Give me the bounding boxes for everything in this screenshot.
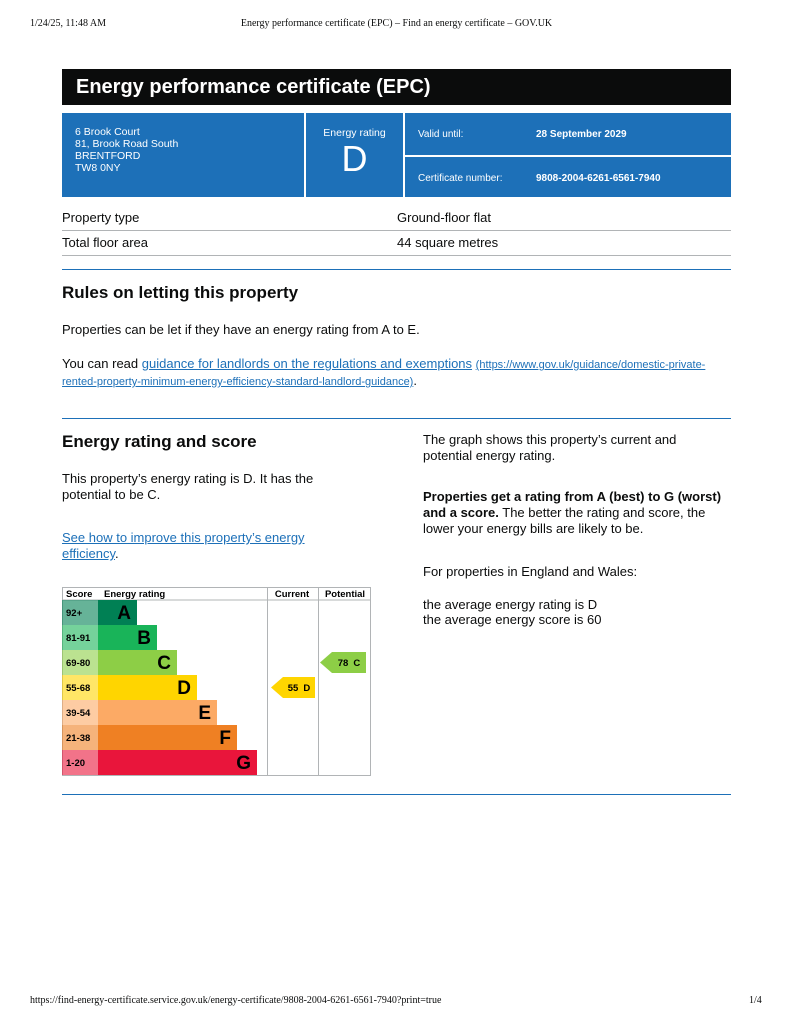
rating-letter: G: [236, 753, 251, 774]
current-rating: D: [303, 683, 310, 694]
paragraph: the average energy rating is D: [423, 597, 598, 612]
score-range: 1-20: [66, 758, 85, 769]
column-header: Current: [275, 589, 310, 600]
paragraph: You can read guidance for landlords on t…: [62, 356, 722, 390]
detail-key: Total floor area: [62, 235, 148, 250]
detail-row: Property type Ground-floor flat: [62, 206, 731, 231]
rating-bar: [98, 625, 157, 650]
address-line: TW8 0NY: [75, 162, 121, 174]
footer-url: https://find-energy-certificate.service.…: [30, 995, 442, 1006]
score-cell: [62, 700, 98, 725]
current-label: 55 D: [288, 683, 311, 694]
column-header: Energy rating: [104, 589, 165, 600]
rating-bar: [98, 725, 237, 750]
score-cell: [62, 650, 98, 675]
certificate-value: 9808-2004-6261-6561-7940: [536, 173, 661, 184]
rating-letter: C: [157, 653, 171, 674]
paragraph: the average energy score is 60: [423, 612, 602, 627]
section-heading: Energy rating and score: [62, 432, 257, 451]
datetime: 1/24/25, 11:48 AM: [30, 18, 107, 29]
detail-row: Total floor area 44 square metres: [62, 231, 731, 256]
address-line: BRENTFORD: [75, 150, 141, 162]
header-title: Energy performance certificate (EPC): [76, 76, 431, 98]
link[interactable]: guidance for landlords on the regulation…: [141, 356, 473, 371]
text: The better the rating and score, the low…: [423, 505, 706, 536]
rating-bar: [98, 675, 197, 700]
divider: [62, 794, 731, 795]
score-range: 55-68: [66, 683, 90, 694]
link[interactable]: See how to improve this property’s energ…: [62, 530, 305, 561]
rating-letter: F: [219, 728, 231, 749]
detail-value: 44 square metres: [397, 235, 499, 250]
rating-letter: D: [177, 678, 191, 699]
rating-label: Energy rating: [323, 127, 386, 139]
rating-letter: E: [198, 703, 211, 724]
paragraph: For properties in England and Wales:: [423, 564, 638, 579]
text: .: [413, 373, 417, 388]
address-line: 6 Brook Court: [75, 126, 140, 138]
detail-key: Property type: [62, 210, 140, 225]
paragraph: Properties get a rating from A (best) to…: [423, 489, 733, 537]
valid-label: Valid until:: [418, 129, 464, 140]
rating-letter: B: [137, 628, 151, 649]
address-line: 81, Brook Road South: [75, 138, 179, 150]
header-bar: Energy performance certificate (EPC): [62, 69, 731, 105]
potential-label: 78 C: [338, 658, 361, 669]
paragraph: Properties can be let if they have an en…: [62, 322, 420, 337]
valid-box: Valid until: 28 September 2029: [405, 113, 731, 155]
current-score: 55: [288, 683, 299, 694]
divider: [62, 418, 731, 419]
divider: [62, 269, 731, 270]
potential-arrow: [320, 652, 366, 673]
score-cell: [62, 600, 98, 625]
score-cell: [62, 750, 98, 775]
paragraph: See how to improve this property’s energ…: [62, 530, 332, 562]
score-cell: [62, 725, 98, 750]
bold-text: Properties get a rating from A (best) to…: [423, 489, 722, 520]
rating-box: Energy rating D: [306, 113, 403, 197]
valid-value: 28 September 2029: [536, 129, 627, 140]
section-heading: Rules on letting this property: [62, 283, 299, 302]
page-title: Energy performance certificate (EPC) – F…: [240, 18, 553, 29]
column-header: Potential: [325, 589, 365, 600]
rating-letter: A: [117, 603, 131, 624]
text: You can read: [62, 356, 142, 371]
rating-bar: [98, 600, 137, 625]
rating-bar: [98, 700, 217, 725]
potential-rating: C: [353, 658, 360, 669]
text: .: [115, 546, 119, 561]
rating-bar: [98, 650, 177, 675]
score-range: 21-38: [66, 733, 90, 744]
score-range: 69-80: [66, 658, 90, 669]
score-cell: [62, 675, 98, 700]
potential-score: 78: [338, 658, 349, 669]
address-box: 6 Brook Court 81, Brook Road South BRENT…: [62, 113, 304, 197]
link-url[interactable]: (https://www.gov.uk/guidance/domestic-pr…: [62, 359, 706, 388]
footer-page: 1/4: [749, 995, 762, 1006]
column-header: Score: [66, 589, 92, 600]
certificate-box: Certificate number: 9808-2004-6261-6561-…: [405, 157, 731, 197]
certificate-label: Certificate number:: [418, 173, 503, 184]
epc-graph: Score Energy rating Current Potential 92…: [62, 587, 371, 776]
paragraph: This property’s energy rating is D. It h…: [62, 471, 314, 502]
rating-bar: [98, 750, 257, 775]
score-range: 81-91: [66, 633, 91, 644]
paragraph: The graph shows this property’s current …: [423, 432, 677, 463]
score-range: 39-54: [66, 708, 91, 719]
rating-value: D: [341, 138, 368, 179]
score-cell: [62, 625, 98, 650]
detail-value: Ground-floor flat: [397, 210, 491, 225]
current-arrow: [271, 677, 315, 698]
score-range: 92+: [66, 608, 83, 619]
